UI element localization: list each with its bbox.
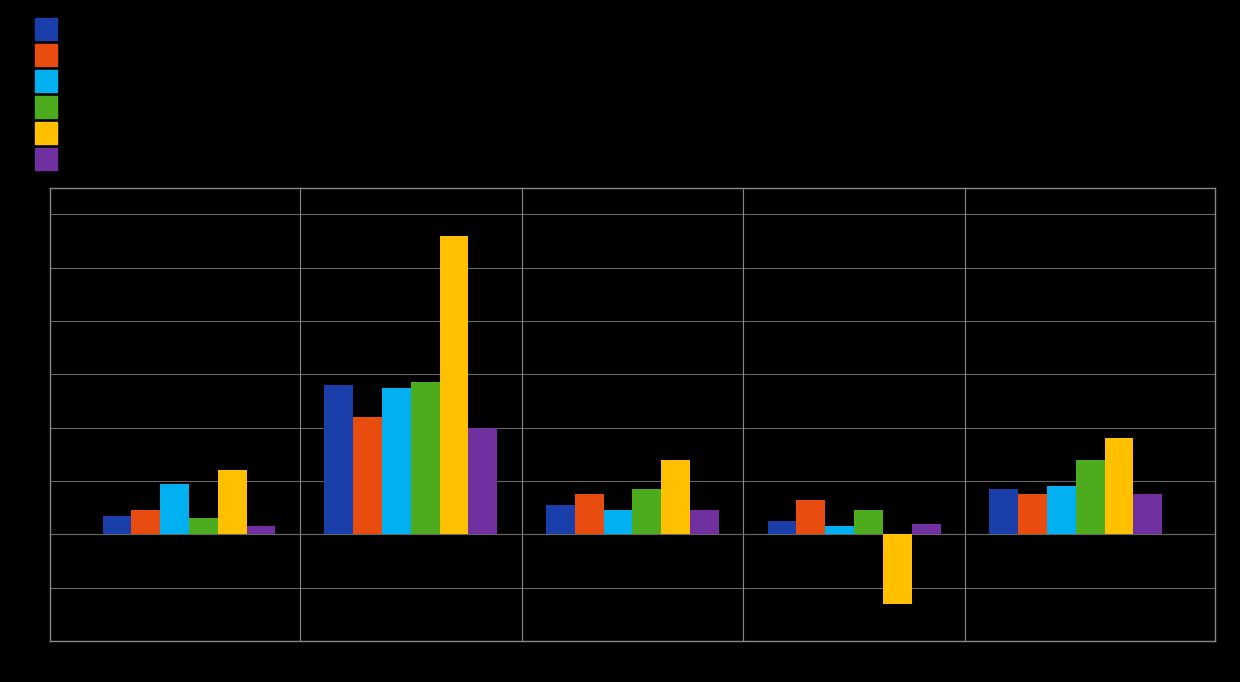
- Bar: [604, 510, 632, 535]
- Bar: [911, 524, 940, 535]
- Bar: [469, 428, 497, 535]
- Bar: [218, 471, 247, 535]
- Bar: [661, 460, 689, 535]
- Bar: [410, 383, 439, 535]
- Bar: [1018, 494, 1047, 535]
- Bar: [632, 489, 661, 535]
- Bar: [826, 527, 854, 535]
- Bar: [1076, 460, 1105, 535]
- Bar: [325, 385, 353, 535]
- Bar: [546, 505, 575, 535]
- Bar: [883, 535, 911, 604]
- Bar: [247, 527, 275, 535]
- Bar: [1133, 494, 1162, 535]
- Bar: [854, 510, 883, 535]
- Bar: [990, 489, 1018, 535]
- Bar: [1105, 439, 1133, 535]
- Bar: [768, 521, 796, 535]
- Bar: [796, 500, 826, 535]
- Bar: [575, 494, 604, 535]
- Bar: [188, 518, 218, 535]
- Bar: [160, 484, 188, 535]
- Bar: [382, 387, 410, 535]
- Bar: [689, 510, 719, 535]
- Bar: [353, 417, 382, 535]
- Bar: [1047, 486, 1076, 535]
- Bar: [131, 510, 160, 535]
- Bar: [103, 516, 131, 535]
- Bar: [439, 235, 469, 535]
